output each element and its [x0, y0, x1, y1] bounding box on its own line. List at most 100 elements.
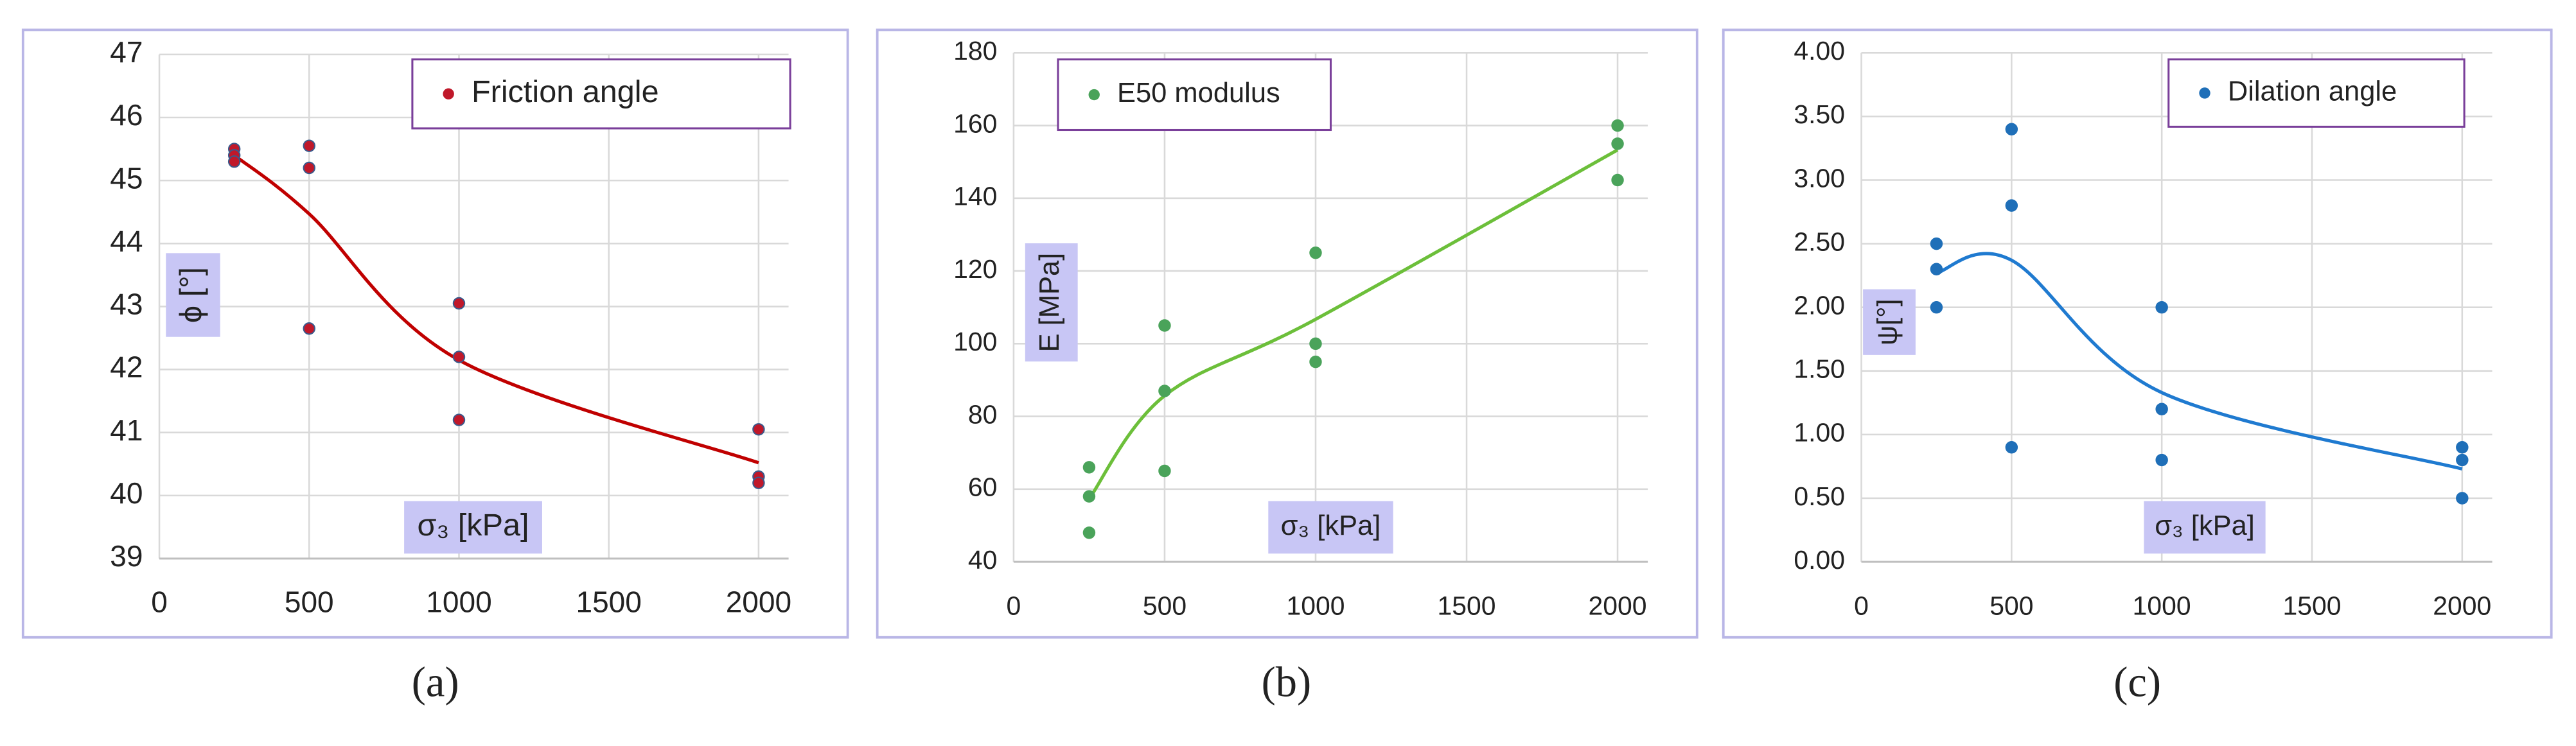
x-tick-label: 0: [1854, 591, 1869, 621]
y-axis-label: ψ[°]: [1872, 299, 1903, 345]
x-tick-label: 1500: [576, 586, 642, 619]
data-point: [452, 413, 466, 426]
x-axis-label: σ₃ [kPa]: [1281, 510, 1381, 541]
panel-label: (c): [2113, 659, 2161, 706]
legend-label: E50 modulus: [1117, 78, 1280, 108]
y-tick-label: 60: [968, 473, 998, 502]
data-point: [1930, 300, 1943, 314]
trend-line: [1088, 148, 1619, 500]
legend-label: Dilation angle: [2228, 76, 2397, 107]
y-tick-label: 47: [110, 35, 143, 69]
y-tick-label: 45: [110, 161, 143, 195]
y-tick-label: 160: [953, 108, 997, 138]
chart-panel: 40 60 80 100 120 140 160 180 0 500 1000 1500 2000 E50…: [876, 28, 1698, 706]
x-tick-label: 1000: [2133, 591, 2191, 621]
x-label-box: [1268, 501, 1393, 554]
data-point: [2005, 199, 2018, 212]
panel-frame: [1722, 28, 2553, 639]
x-tick-label: 1000: [1286, 591, 1345, 621]
x-tick-label: 1500: [2282, 591, 2341, 621]
data-point: [303, 161, 315, 175]
y-tick-label: 42: [110, 351, 143, 384]
x-tick-label: 0: [1007, 591, 1021, 621]
x-tick-label: 2000: [1589, 591, 1647, 621]
y-axis-label: ϕ [°]: [173, 267, 208, 323]
panel-frame: [21, 28, 849, 639]
data-point: [2456, 453, 2469, 467]
x-tick-label: 500: [1989, 591, 2033, 621]
y-tick-label: 40: [968, 545, 998, 575]
legend-marker: [443, 88, 454, 100]
panel-frame: [876, 28, 1698, 639]
data-point: [1930, 263, 1943, 275]
y-tick-label: 3.50: [1794, 100, 1845, 129]
data-point: [452, 351, 466, 363]
x-tick-label: 0: [151, 586, 168, 619]
y-tick-label: 43: [110, 288, 143, 321]
x-tick-label: 1500: [1438, 591, 1496, 621]
y-label-box: [1863, 289, 1916, 355]
legend-box: [1057, 58, 1332, 132]
chart-panel: 0.00 0.50 1.00 1.50 2.00 2.50 3.00 3.50 4.00 0 500…: [1722, 28, 2553, 706]
x-tick-label: 500: [285, 586, 334, 619]
chart-panel: 39 40 41 42 43 44 45 46 47 0 500 1000 1500 2000 Fricti…: [21, 28, 849, 706]
data-point: [1082, 490, 1096, 503]
data-point: [1930, 237, 1943, 250]
x-tick-label: 500: [1143, 591, 1187, 621]
y-tick-label: 41: [110, 413, 143, 447]
data-point: [303, 139, 315, 152]
y-tick-label: 3.00: [1794, 163, 1845, 193]
y-tick-label: 1.50: [1794, 354, 1845, 384]
data-point: [752, 423, 765, 436]
trend-line: [233, 153, 759, 465]
x-label-box: [2144, 501, 2266, 554]
x-axis-label: σ₃ [kPa]: [2155, 510, 2255, 541]
legend-label: Friction angle: [472, 74, 659, 109]
x-label-box: [404, 501, 542, 554]
data-point: [1309, 247, 1322, 259]
y-tick-label: 46: [110, 98, 143, 132]
data-point: [752, 476, 765, 489]
data-point: [2155, 403, 2168, 415]
data-point: [227, 155, 241, 168]
panel-label: (b): [1262, 659, 1312, 706]
data-point: [2456, 492, 2469, 505]
x-axis-label: σ₃ [kPa]: [418, 508, 529, 542]
y-tick-label: 120: [953, 254, 997, 284]
y-tick-label: 44: [110, 224, 143, 257]
y-tick-label: 0.00: [1794, 545, 1845, 575]
data-point: [1309, 337, 1322, 351]
data-point: [303, 322, 315, 335]
data-point: [2155, 300, 2168, 314]
data-point: [1158, 464, 1171, 478]
panel-label: (a): [412, 659, 459, 706]
y-label-box: [1025, 243, 1078, 362]
y-tick-label: 0.50: [1794, 481, 1845, 511]
data-point: [1082, 461, 1096, 474]
data-point: [2005, 123, 2018, 135]
legend-marker: [2199, 87, 2210, 99]
y-tick-label: 40: [110, 476, 143, 510]
y-tick-label: 180: [953, 36, 997, 65]
y-tick-label: 39: [110, 539, 143, 573]
y-tick-label: 2.00: [1794, 291, 1845, 320]
x-tick-label: 1000: [426, 586, 491, 619]
y-tick-label: 2.50: [1794, 227, 1845, 256]
legend-marker: [1088, 89, 1100, 101]
data-point: [2456, 441, 2469, 454]
data-point: [2005, 441, 2018, 454]
y-tick-label: 4.00: [1794, 36, 1845, 65]
x-tick-label: 2000: [2433, 591, 2491, 621]
data-point: [1158, 319, 1171, 332]
data-point: [1082, 526, 1096, 539]
data-point: [1309, 355, 1322, 369]
legend-box: [411, 58, 791, 130]
data-point: [1611, 173, 1624, 187]
y-tick-label: 80: [968, 399, 998, 429]
y-label-box: [166, 253, 220, 337]
data-point: [1611, 119, 1624, 132]
legend-box: [2167, 58, 2466, 128]
data-point: [2155, 453, 2168, 467]
